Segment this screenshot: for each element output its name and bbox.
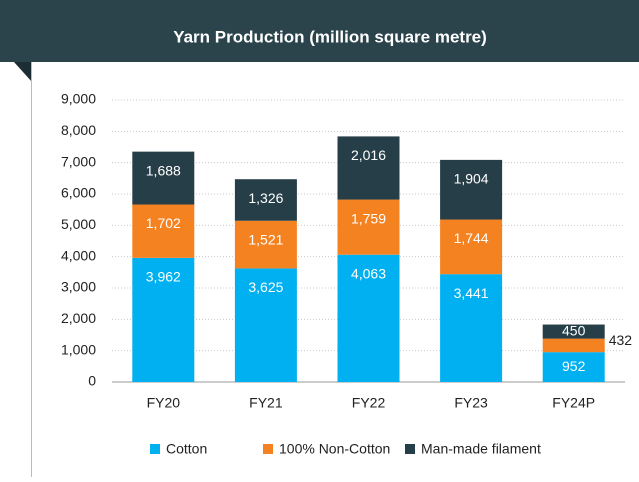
y-tick-label: 1,000 (61, 341, 96, 357)
bar-segment (234, 220, 297, 269)
data-label: 3,625 (248, 279, 283, 295)
data-label: 3,441 (454, 285, 489, 301)
y-tick-label: 2,000 (61, 310, 96, 326)
bar-segment (440, 219, 503, 275)
data-label: 1,326 (248, 190, 283, 206)
data-label: 1,744 (454, 230, 489, 246)
data-label: 450 (562, 322, 586, 338)
data-label: 1,688 (146, 162, 181, 178)
bar-segment (542, 338, 605, 353)
bar-segment (132, 151, 195, 205)
header-bar (0, 0, 639, 62)
legend-swatch (405, 444, 415, 454)
ribbon-fold (14, 62, 32, 82)
bar-segment (337, 254, 400, 382)
bar-segment (132, 257, 195, 382)
chart-title: Yarn Production (million square metre) (173, 27, 487, 46)
legend-label: Man-made filament (421, 441, 541, 457)
bar-segment (440, 159, 503, 220)
data-label: 1,702 (146, 215, 181, 231)
bar-segment (337, 199, 400, 255)
bar-segment (132, 204, 195, 258)
data-label: 2,016 (351, 147, 386, 163)
bar-segment (440, 274, 503, 382)
bar-segment (234, 268, 297, 382)
y-tick-label: 8,000 (61, 122, 96, 138)
y-tick-label: 0 (88, 373, 96, 389)
y-tick-label: 3,000 (61, 279, 96, 295)
x-tick-label: FY23 (454, 395, 488, 411)
bar-segment (234, 179, 297, 221)
bar-segment (542, 324, 605, 339)
data-label: 432 (609, 332, 633, 348)
data-label: 4,063 (351, 265, 386, 281)
y-tick-label: 4,000 (61, 247, 96, 263)
y-tick-label: 7,000 (61, 153, 96, 169)
y-tick-label: 5,000 (61, 216, 96, 232)
legend-swatch (263, 444, 273, 454)
x-tick-label: FY24P (552, 395, 595, 411)
x-tick-label: FY21 (249, 395, 283, 411)
legend-label: 100% Non-Cotton (279, 441, 390, 457)
data-label: 1,904 (454, 171, 489, 187)
bar-segment (337, 136, 400, 200)
data-label: 1,759 (351, 210, 386, 226)
data-label: 1,521 (248, 231, 283, 247)
bar-segment (542, 352, 605, 382)
legend-label: Cotton (166, 441, 207, 457)
x-tick-label: FY22 (352, 395, 386, 411)
y-tick-label: 9,000 (61, 91, 96, 107)
x-tick-label: FY20 (147, 395, 181, 411)
data-label: 952 (562, 358, 586, 374)
data-label: 3,962 (146, 269, 181, 285)
legend-swatch (150, 444, 160, 454)
y-tick-label: 6,000 (61, 185, 96, 201)
